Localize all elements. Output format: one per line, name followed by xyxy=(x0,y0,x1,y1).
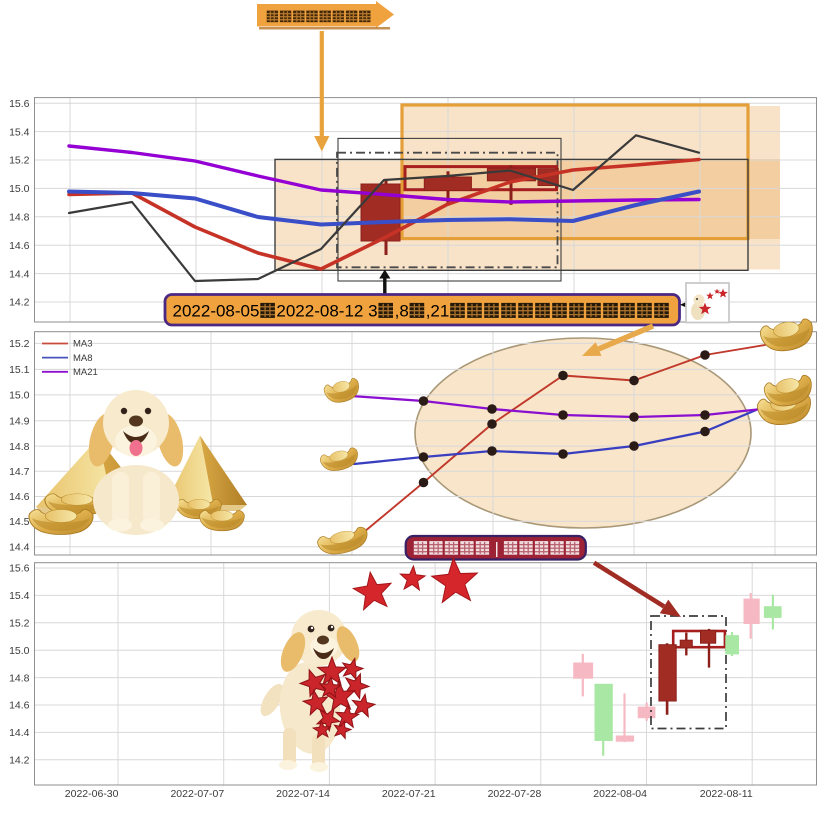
svg-text:15.4: 15.4 xyxy=(9,126,30,138)
svg-text:2022-07-21: 2022-07-21 xyxy=(382,788,436,800)
svg-text:2022-06-30: 2022-06-30 xyxy=(65,788,119,800)
svg-text:2022-08-04: 2022-08-04 xyxy=(593,788,647,800)
svg-text:,8: ,8 xyxy=(395,302,409,321)
svg-text:14.2: 14.2 xyxy=(9,755,30,767)
svg-text:15.0: 15.0 xyxy=(9,390,30,402)
svg-text:14.8: 14.8 xyxy=(9,441,30,453)
svg-text:2022-07-14: 2022-07-14 xyxy=(276,788,330,800)
svg-text:15.2: 15.2 xyxy=(9,338,30,350)
svg-text:15.0: 15.0 xyxy=(9,645,30,657)
svg-text:2022-08-11: 2022-08-11 xyxy=(700,788,753,800)
svg-text:14.4: 14.4 xyxy=(9,727,30,739)
svg-text:15.6: 15.6 xyxy=(9,563,30,575)
svg-text:14.5: 14.5 xyxy=(9,516,30,528)
svg-text:14.6: 14.6 xyxy=(9,700,30,712)
svg-text:,21: ,21 xyxy=(426,302,450,321)
svg-text:14.6: 14.6 xyxy=(9,491,30,503)
svg-text:14.4: 14.4 xyxy=(9,541,30,553)
svg-text:15.6: 15.6 xyxy=(9,98,30,110)
svg-text:14.4: 14.4 xyxy=(9,268,30,280)
svg-text:|: | xyxy=(491,541,504,558)
svg-text:14.7: 14.7 xyxy=(9,466,30,478)
svg-text:MA3: MA3 xyxy=(73,339,93,350)
svg-text:2022-07-28: 2022-07-28 xyxy=(488,788,542,800)
svg-text:14.2: 14.2 xyxy=(9,297,30,309)
svg-text:2022-08-05: 2022-08-05 xyxy=(173,302,260,321)
svg-text:14.9: 14.9 xyxy=(9,416,30,428)
svg-text:MA8: MA8 xyxy=(73,353,93,364)
svg-text:2022-07-07: 2022-07-07 xyxy=(170,788,224,800)
svg-text:MA21: MA21 xyxy=(73,367,98,378)
svg-text:15.2: 15.2 xyxy=(9,618,30,630)
svg-text:14.8: 14.8 xyxy=(9,212,30,224)
svg-text:14.8: 14.8 xyxy=(9,672,30,684)
svg-text:14.6: 14.6 xyxy=(9,240,30,252)
svg-text:2022-08-12 3: 2022-08-12 3 xyxy=(276,302,377,321)
svg-text:15.4: 15.4 xyxy=(9,590,30,602)
svg-text:15.0: 15.0 xyxy=(9,183,30,195)
svg-text:15.1: 15.1 xyxy=(9,364,30,376)
svg-text:15.2: 15.2 xyxy=(9,155,30,167)
